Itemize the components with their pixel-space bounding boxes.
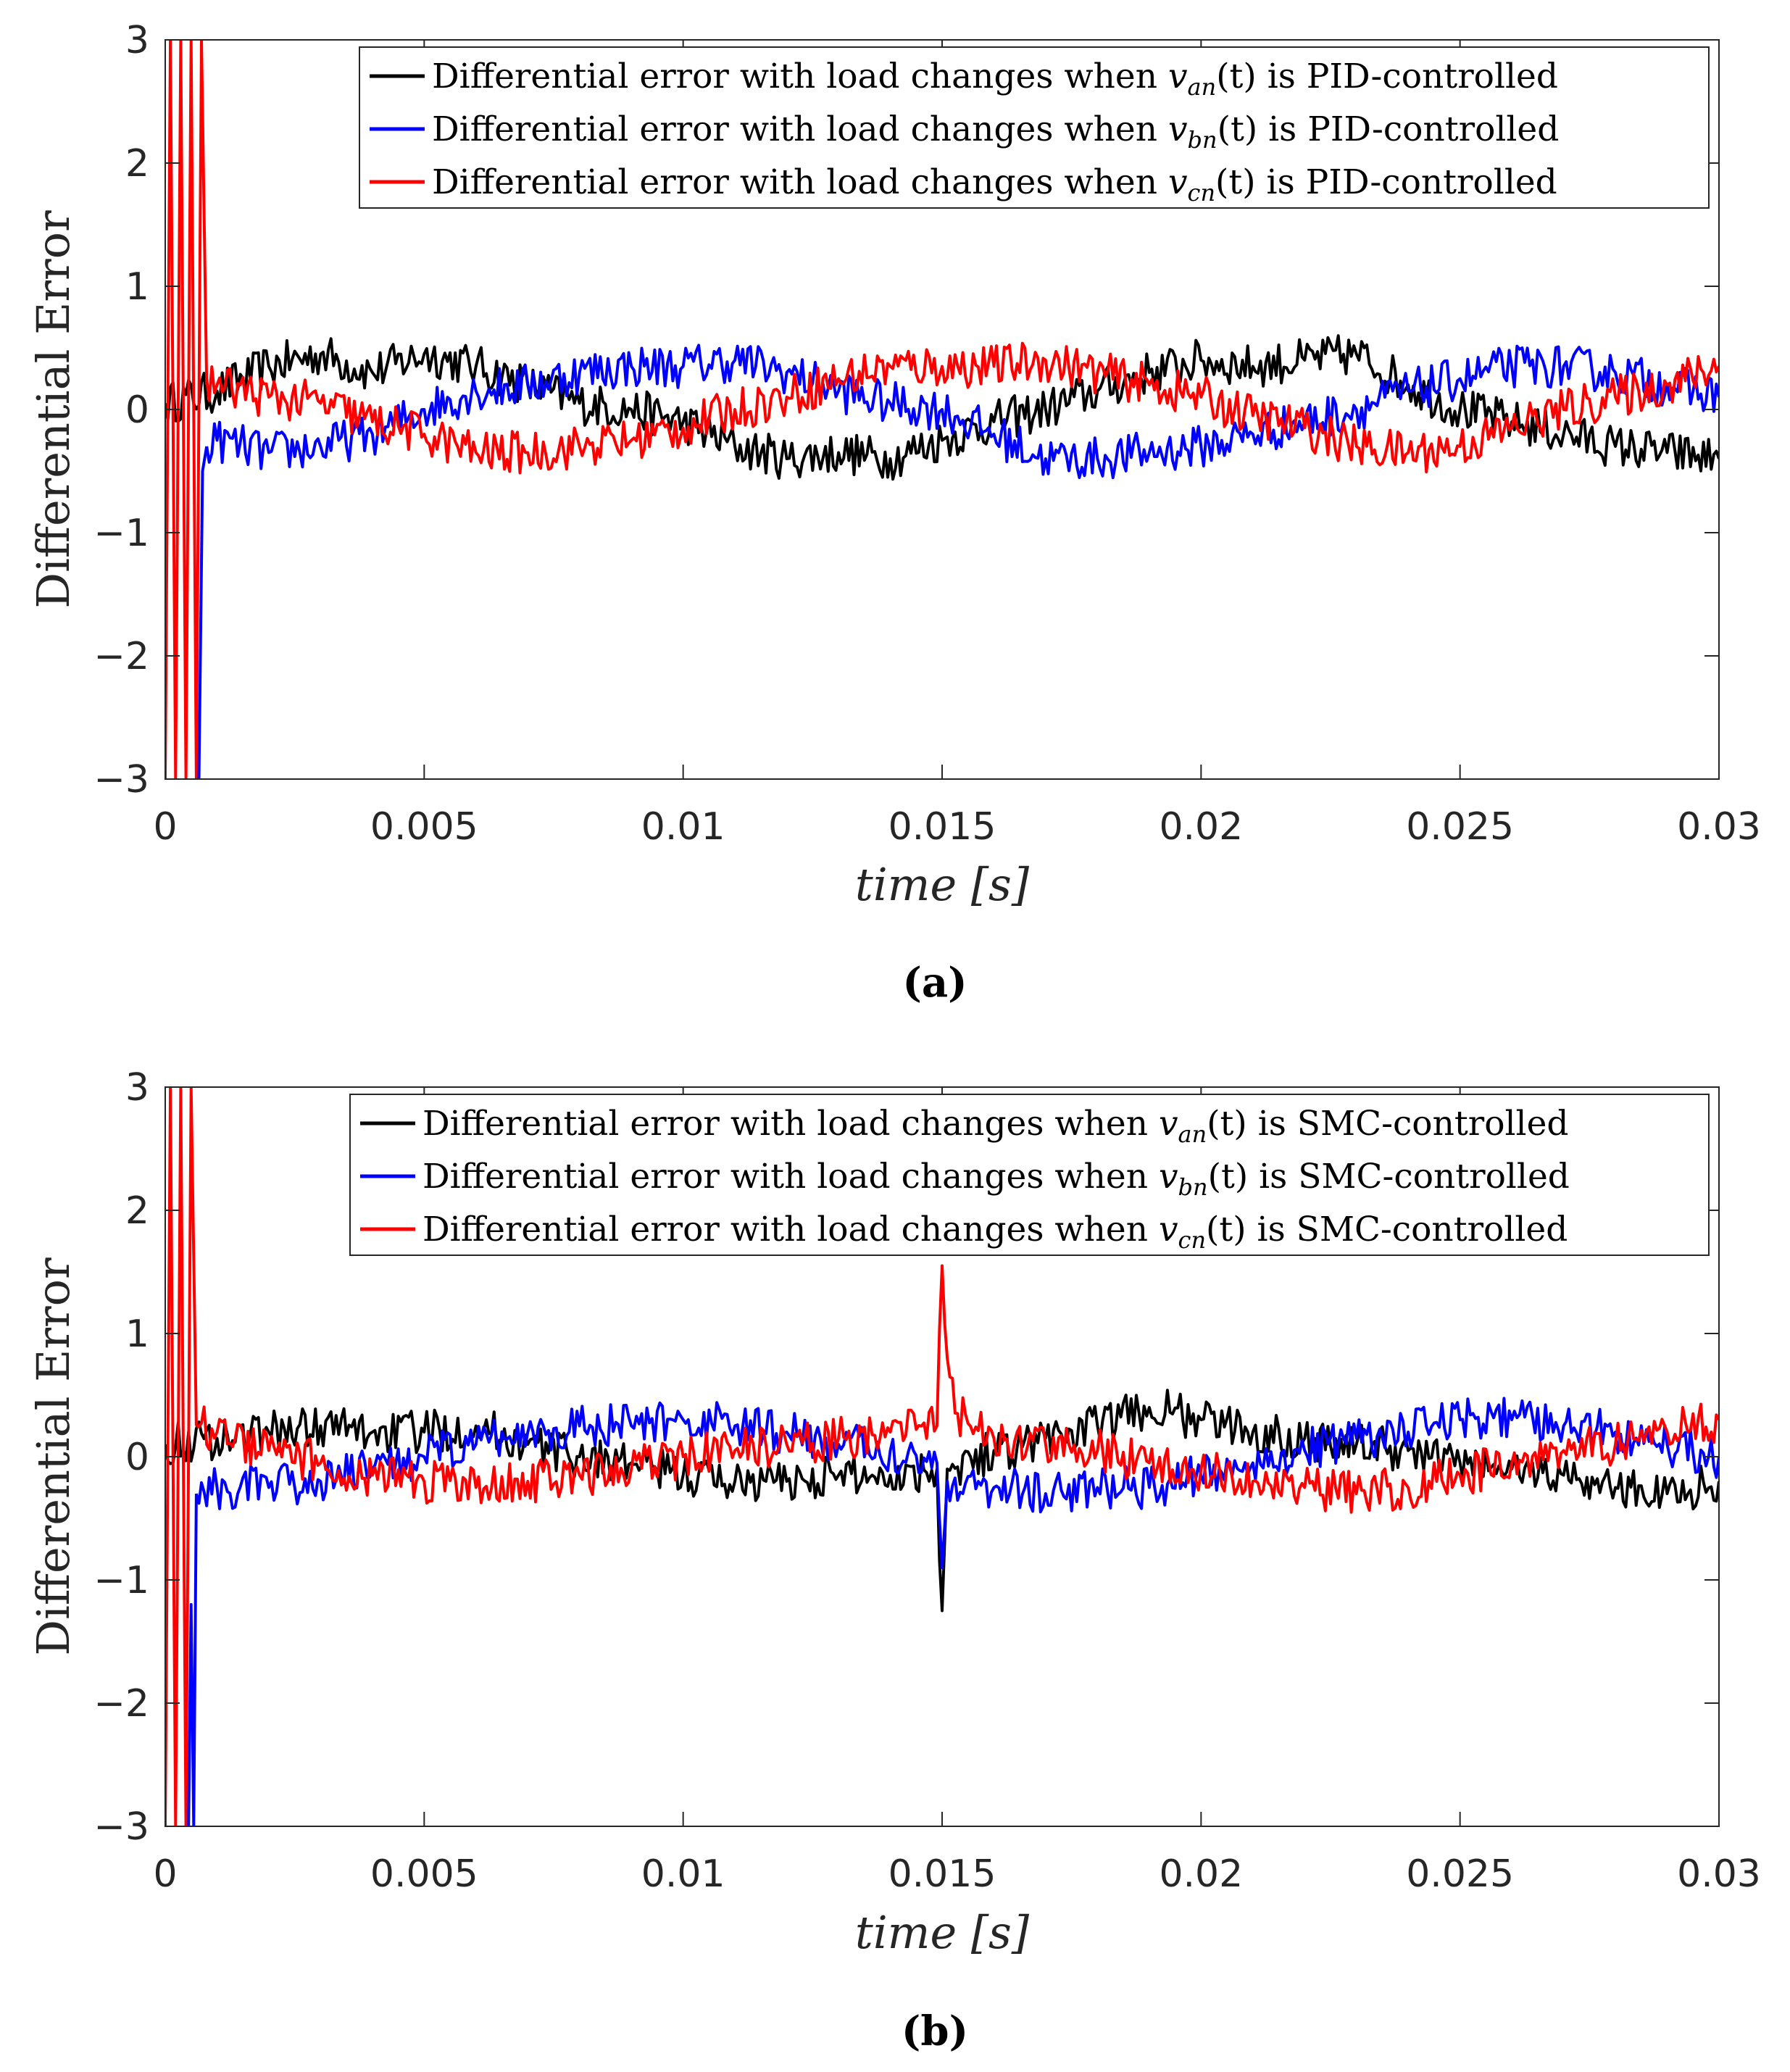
- x-tick-label: 0.02: [1159, 1852, 1243, 1896]
- x-tick-label: 0.03: [1677, 1852, 1761, 1896]
- legend-box: [359, 46, 1710, 209]
- chart-panel-b: 0 0.005 0.01 0.015 0.02 0.025 0.03 −3 −2 −1 0 1 2 3 ti…: [27, 1066, 1761, 2055]
- y-tick-label: 0: [125, 1436, 149, 1479]
- series-line-transient-4: [187, 1493, 198, 1826]
- y-tick-label: −2: [93, 635, 149, 678]
- y-tick-label: 0: [125, 388, 149, 432]
- series-line-bn: [205, 344, 1719, 480]
- series-line-cn: [205, 341, 1719, 475]
- x-tick-label: 0.025: [1406, 805, 1514, 849]
- y-tick-label: −2: [93, 1682, 149, 1726]
- y-axis-label: Differential Error: [27, 210, 80, 609]
- x-tick-label: 0.015: [888, 1852, 996, 1896]
- y-tick-label: −1: [93, 1559, 149, 1602]
- y-tick-label: 1: [125, 265, 149, 309]
- legend-label: Differential error with load changes whe…: [422, 1210, 1568, 1254]
- legend-label: Differential error with load changes whe…: [432, 57, 1558, 101]
- x-tick-label: 0.01: [641, 1852, 725, 1896]
- y-tick-label: −3: [93, 758, 149, 802]
- legend-box: [349, 1094, 1710, 1256]
- series-line-an: [165, 1389, 1719, 1613]
- series-line-an: [165, 334, 1719, 481]
- series-line-bn: [194, 1397, 1719, 1569]
- x-axis-label: time [s]: [855, 1906, 1030, 1959]
- legend: Differential error with load changes whe…: [349, 1094, 1710, 1256]
- y-tick-label: −1: [93, 512, 149, 555]
- y-tick-label: 3: [125, 1066, 149, 1110]
- legend-label: Differential error with load changes whe…: [432, 162, 1557, 207]
- legend-label: Differential error with load changes whe…: [422, 1157, 1570, 1201]
- y-tick-label: 3: [125, 19, 149, 62]
- series-line-cn: [196, 1264, 1719, 1514]
- chart-panel-a: 0 0.005 0.01 0.015 0.02 0.025 0.03 −3 −2 −1 0 1 2 3 ti…: [27, 19, 1761, 1007]
- series-line-transient-4: [197, 446, 209, 779]
- x-tick-label: 0.02: [1159, 805, 1243, 849]
- legend-label: Differential error with load changes whe…: [432, 109, 1559, 154]
- x-tick-label: 0: [153, 1852, 177, 1896]
- panel-label: (a): [902, 959, 967, 1007]
- legend-label: Differential error with load changes whe…: [422, 1104, 1568, 1148]
- series-group: [165, 1087, 1719, 1826]
- x-tick-label: 0: [153, 805, 177, 849]
- x-tick-label: 0.015: [888, 805, 996, 849]
- x-tick-label: 0.025: [1406, 1852, 1514, 1896]
- y-tick-label: 1: [125, 1312, 149, 1356]
- y-tick-label: −3: [93, 1805, 149, 1849]
- x-tick-label: 0.01: [641, 805, 725, 849]
- y-tick-label: 2: [125, 142, 149, 186]
- legend: Differential error with load changes whe…: [359, 46, 1710, 209]
- panel-label: (b): [902, 2007, 968, 2055]
- x-tick-label: 0.03: [1677, 805, 1761, 849]
- x-tick-label: 0.005: [370, 805, 478, 849]
- y-tick-label: 2: [125, 1189, 149, 1233]
- x-axis-label: time [s]: [855, 858, 1030, 911]
- x-tick-label: 0.005: [370, 1852, 478, 1896]
- y-axis-label: Differential Error: [27, 1257, 80, 1656]
